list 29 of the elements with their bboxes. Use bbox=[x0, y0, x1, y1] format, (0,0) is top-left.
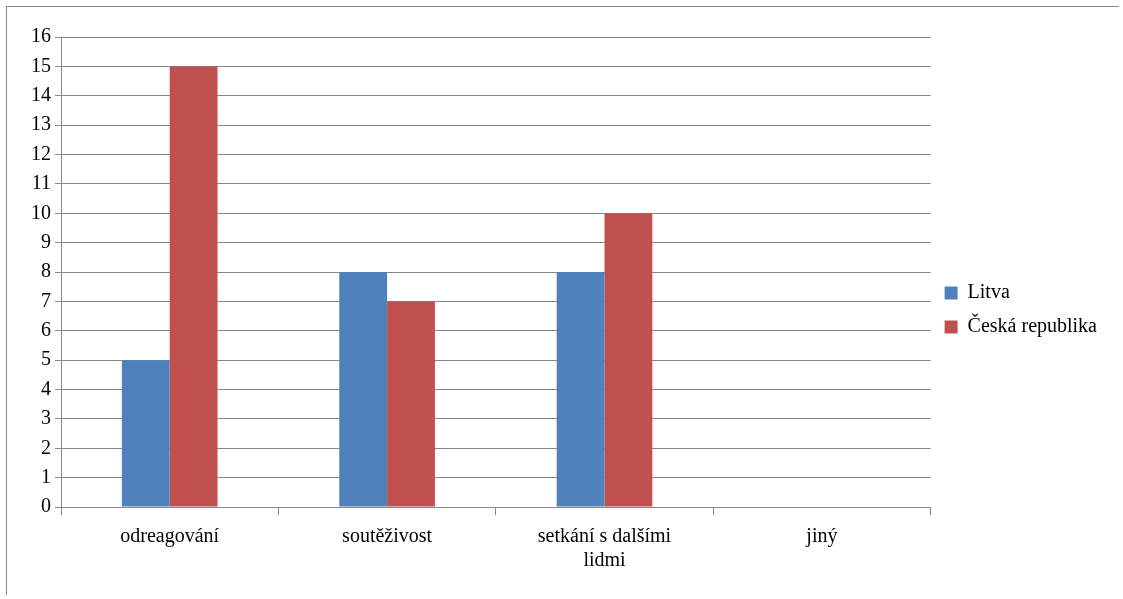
y-tick-label: 7 bbox=[41, 288, 51, 311]
x-tick-label: soutěživost bbox=[342, 524, 433, 547]
y-tick-label: 8 bbox=[41, 259, 51, 282]
bar bbox=[556, 272, 605, 507]
y-tick-label: 16 bbox=[31, 24, 51, 47]
x-tick-label: jiný bbox=[805, 524, 838, 548]
y-tick-label: 3 bbox=[41, 406, 51, 429]
bar bbox=[339, 272, 388, 507]
y-tick-label: 11 bbox=[31, 171, 51, 194]
x-tick-label: odreagování bbox=[120, 524, 220, 548]
legend-label: Litva bbox=[967, 280, 1010, 303]
y-tick-label: 1 bbox=[41, 464, 51, 487]
legend-label: Česká republika bbox=[967, 313, 1098, 338]
bar bbox=[387, 301, 435, 507]
y-tick-label: 9 bbox=[41, 229, 51, 252]
y-tick-label: 2 bbox=[41, 435, 51, 458]
x-tick-label: setkání s dalšími lidmi bbox=[537, 524, 672, 571]
y-tick-label: 4 bbox=[41, 376, 51, 399]
y-tick-label: 13 bbox=[31, 112, 51, 135]
y-tick-label: 6 bbox=[41, 318, 51, 340]
bar bbox=[121, 360, 170, 507]
y-tick-label: 12 bbox=[31, 141, 51, 164]
y-tick-label: 5 bbox=[41, 347, 51, 370]
y-tick-label: 10 bbox=[31, 200, 51, 223]
bar bbox=[604, 213, 653, 507]
y-tick-label: 15 bbox=[31, 53, 51, 76]
y-tick-label: 14 bbox=[31, 83, 51, 105]
bar bbox=[169, 66, 218, 507]
y-tick-label: 0 bbox=[41, 494, 51, 517]
